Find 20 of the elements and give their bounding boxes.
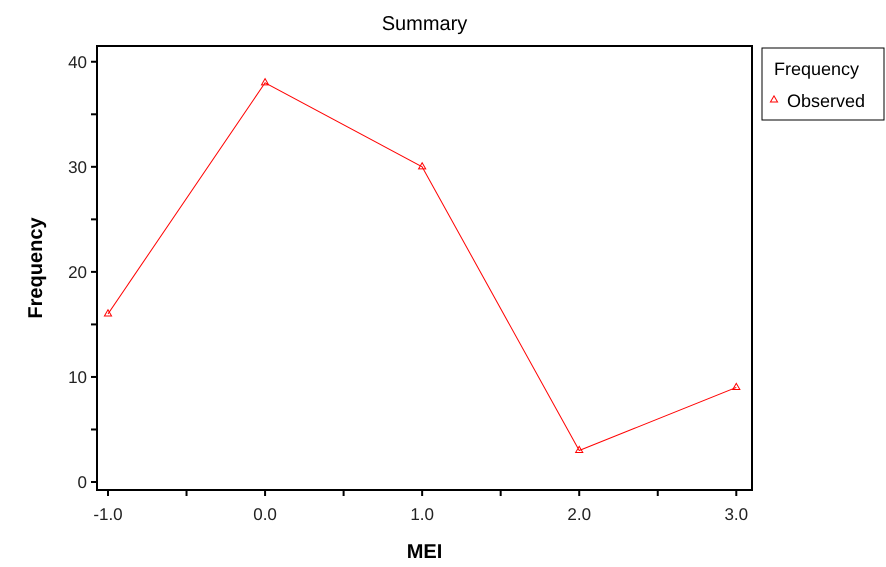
point [104,309,112,316]
y-tick-label: 20 [68,262,87,282]
point [732,382,740,390]
y-axis-title: Frequency [25,216,47,319]
x-tick-label: 0.0 [253,505,277,524]
x-axis-title: MEI [406,541,442,563]
chart-title: Summary [382,13,468,35]
y-tick-label: 0 [78,473,87,492]
y-tick-label: 10 [68,368,87,387]
y-tick-label: 30 [68,158,87,177]
legend-label: Observed [787,91,866,111]
point [575,446,584,454]
legend-title: Frequency [774,59,860,79]
x-tick-label: -1.0 [93,505,123,524]
x-tick-label: 3.0 [724,505,748,524]
y-tick-label: 40 [68,52,87,72]
x-tick-label: 2.0 [567,505,592,524]
point [418,162,426,170]
x-tick-label: 1.0 [410,505,434,524]
point [261,78,270,86]
